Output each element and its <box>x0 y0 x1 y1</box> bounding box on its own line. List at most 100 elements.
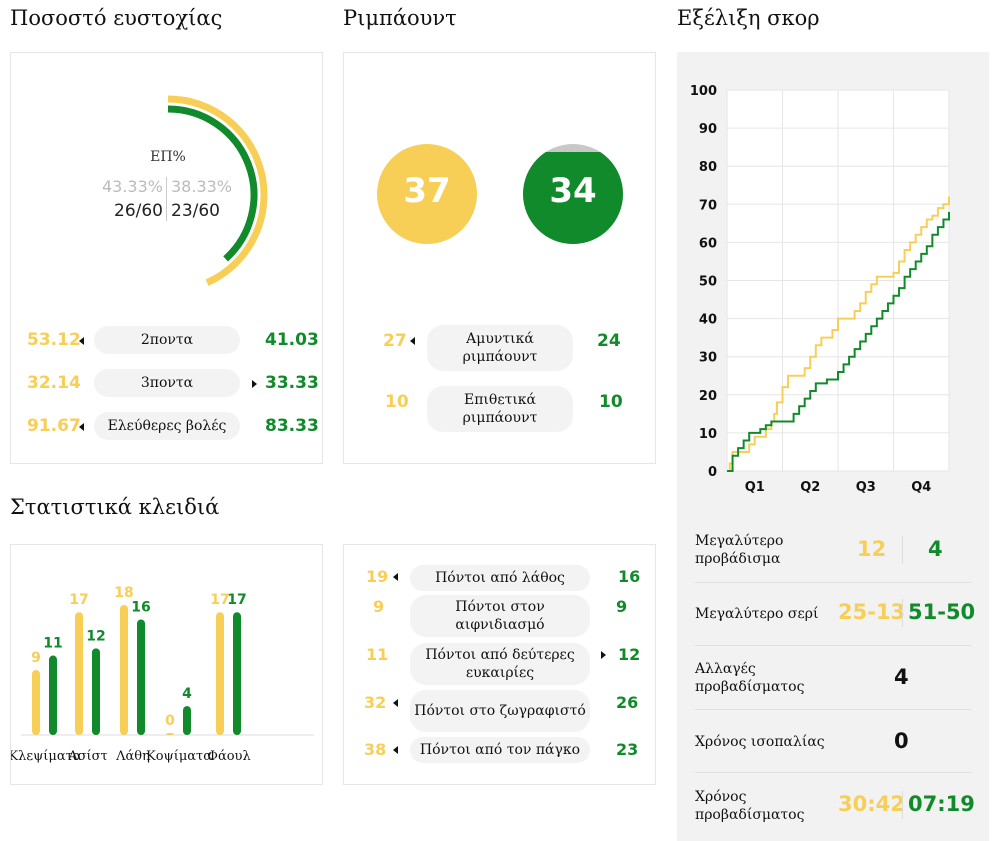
rebounds-row-label: Αμυντικά ριμπάουντ <box>427 325 573 371</box>
shooting-card: ΕΠ% 43.33% 38.33% 26/60 23/60 53.12 2πον… <box>10 52 323 464</box>
bar-value-away-0: 11 <box>43 636 62 652</box>
away-rebounds-circle <box>523 144 623 244</box>
summary-separator <box>695 645 971 646</box>
summary-label: Μεγαλύτερο σερί <box>695 606 819 622</box>
x-tick-0: Q1 <box>745 480 765 495</box>
score-line-home <box>727 196 950 472</box>
away-shooting-arc <box>167 105 258 262</box>
shooting-row-label: Ελεύθερες βολές <box>94 412 240 440</box>
rebounds-row-away: 10 <box>599 392 623 412</box>
left-arrow-icon <box>393 573 398 581</box>
away-rebounds-fill <box>523 152 623 244</box>
points-row-label: Πόντοι από λάθος <box>410 565 590 591</box>
score-panel: 0 10 20 30 40 50 60 70 80 90 100 Q1 Q2 Q3 Q4 Μεγαλύτερ… <box>677 52 989 841</box>
rebounds-row-home: 10 <box>385 392 409 412</box>
bar-home-2 <box>120 605 128 735</box>
y-tick-2: 20 <box>699 389 717 404</box>
summary-label: Αλλαγές προβαδίσματος <box>695 661 805 695</box>
key-stats-title: Στατιστικά κλειδιά <box>10 495 220 519</box>
y-tick-10: 100 <box>690 84 717 99</box>
right-arrow-icon <box>252 380 257 388</box>
shooting-arcs <box>167 95 268 286</box>
bar-value-away-1: 12 <box>86 628 105 644</box>
y-tick-8: 80 <box>699 160 717 175</box>
left-arrow-icon <box>410 337 415 345</box>
rebounds-card: 37 34 27 Αμυντικά ριμπάουντ 24 10 Επιθετ… <box>343 52 656 464</box>
fg-center-label: ΕΠ% <box>150 149 186 165</box>
points-row-away: 9 <box>616 597 628 616</box>
bar-value-away-4: 17 <box>227 592 246 608</box>
shooting-row-home: 91.67 <box>27 416 81 436</box>
bar-away-3 <box>183 706 191 735</box>
home-fg-made: 26/60 <box>114 201 163 221</box>
y-tick-3: 30 <box>699 351 717 366</box>
home-fg-pct: 43.33% <box>101 177 163 196</box>
shooting-row-home: 32.14 <box>27 373 81 393</box>
y-tick-5: 50 <box>699 275 717 290</box>
points-row-home: 9 <box>373 597 385 616</box>
bar-home-1 <box>75 612 83 735</box>
points-row-away: 26 <box>616 693 639 712</box>
rebounds-row-label: Επιθετικά ριμπάουντ <box>427 386 573 432</box>
summary-divider <box>902 791 903 819</box>
points-row-label: Πόντοι από τον πάγκο <box>410 737 590 763</box>
y-tick-0: 0 <box>708 465 717 480</box>
rebounds-row-away: 24 <box>597 331 621 351</box>
summary-single: 0 <box>894 729 909 753</box>
bar-away-2 <box>137 619 145 735</box>
x-tick-2: Q3 <box>856 480 876 495</box>
points-row-home: 38 <box>364 740 387 759</box>
rebounds-title: Ριμπάουντ <box>343 6 457 30</box>
left-arrow-icon <box>79 337 84 345</box>
x-tick-3: Q4 <box>911 480 931 495</box>
bar-away-0 <box>49 655 57 735</box>
rebounds-row-home: 27 <box>383 331 407 351</box>
summary-home: 12 <box>857 537 887 561</box>
points-row-away: 16 <box>618 567 641 586</box>
x-tick-1: Q2 <box>800 480 820 495</box>
summary-away: 07:19 <box>908 792 975 816</box>
y-tick-9: 90 <box>699 122 717 137</box>
summary-home: 25-13 <box>838 600 906 624</box>
fg-divider <box>166 177 167 221</box>
shooting-row-away: 83.33 <box>265 416 319 436</box>
bar-value-home-0: 9 <box>31 650 41 666</box>
key-stats-card: 9 11 Κλεψίματα 17 12 Ασίστ 18 16 Λάθη 0 4 Κοψίματα 1… <box>10 544 323 785</box>
points-row-label: Πόντοι στον αιφνιδιασμό <box>410 595 590 637</box>
summary-label: Χρόνος ισοπαλίας <box>695 734 825 750</box>
summary-label: Χρόνος προβαδίσματος <box>695 789 805 823</box>
away-fg-pct: 38.33% <box>171 177 233 196</box>
shooting-row-home: 53.12 <box>27 330 81 350</box>
summary-separator <box>695 582 971 583</box>
points-row-label: Πόντοι από δεύτερες ευκαιρίες <box>410 643 590 685</box>
left-arrow-icon <box>79 423 84 431</box>
bar-value-away-3: 4 <box>182 686 192 702</box>
points-row-away: 23 <box>616 740 639 759</box>
summary-divider <box>902 536 903 564</box>
y-tick-1: 10 <box>699 427 717 442</box>
summary-label: Μεγαλύτερο προβάδισμα <box>695 533 784 567</box>
home-shooting-arc <box>167 95 268 286</box>
summary-separator <box>695 772 971 773</box>
bar-category-2: Λάθη <box>115 749 150 764</box>
y-tick-7: 70 <box>699 198 717 213</box>
points-row-home: 32 <box>364 693 387 712</box>
away-rebounds-total: 34 <box>549 171 597 211</box>
right-arrow-icon <box>601 651 606 659</box>
summary-away: 51-50 <box>908 600 976 624</box>
home-rebounds-circle <box>377 144 477 244</box>
home-rebounds-total: 37 <box>403 171 451 211</box>
shooting-row-away: 41.03 <box>265 330 319 350</box>
away-fg-made: 23/60 <box>171 201 220 221</box>
summary-divider <box>902 599 903 627</box>
bar-away-1 <box>92 648 100 735</box>
bar-category-4: Φάουλ <box>207 749 250 764</box>
shooting-row-away: 33.33 <box>265 373 319 393</box>
score-progress-title: Εξέλιξη σκορ <box>677 6 820 30</box>
points-row-home: 11 <box>366 645 389 664</box>
bar-value-home-4: 17 <box>210 592 229 608</box>
summary-separator <box>695 709 971 710</box>
score-line-away <box>727 211 950 472</box>
shooting-title: Ποσοστό ευστοχίας <box>10 6 223 30</box>
